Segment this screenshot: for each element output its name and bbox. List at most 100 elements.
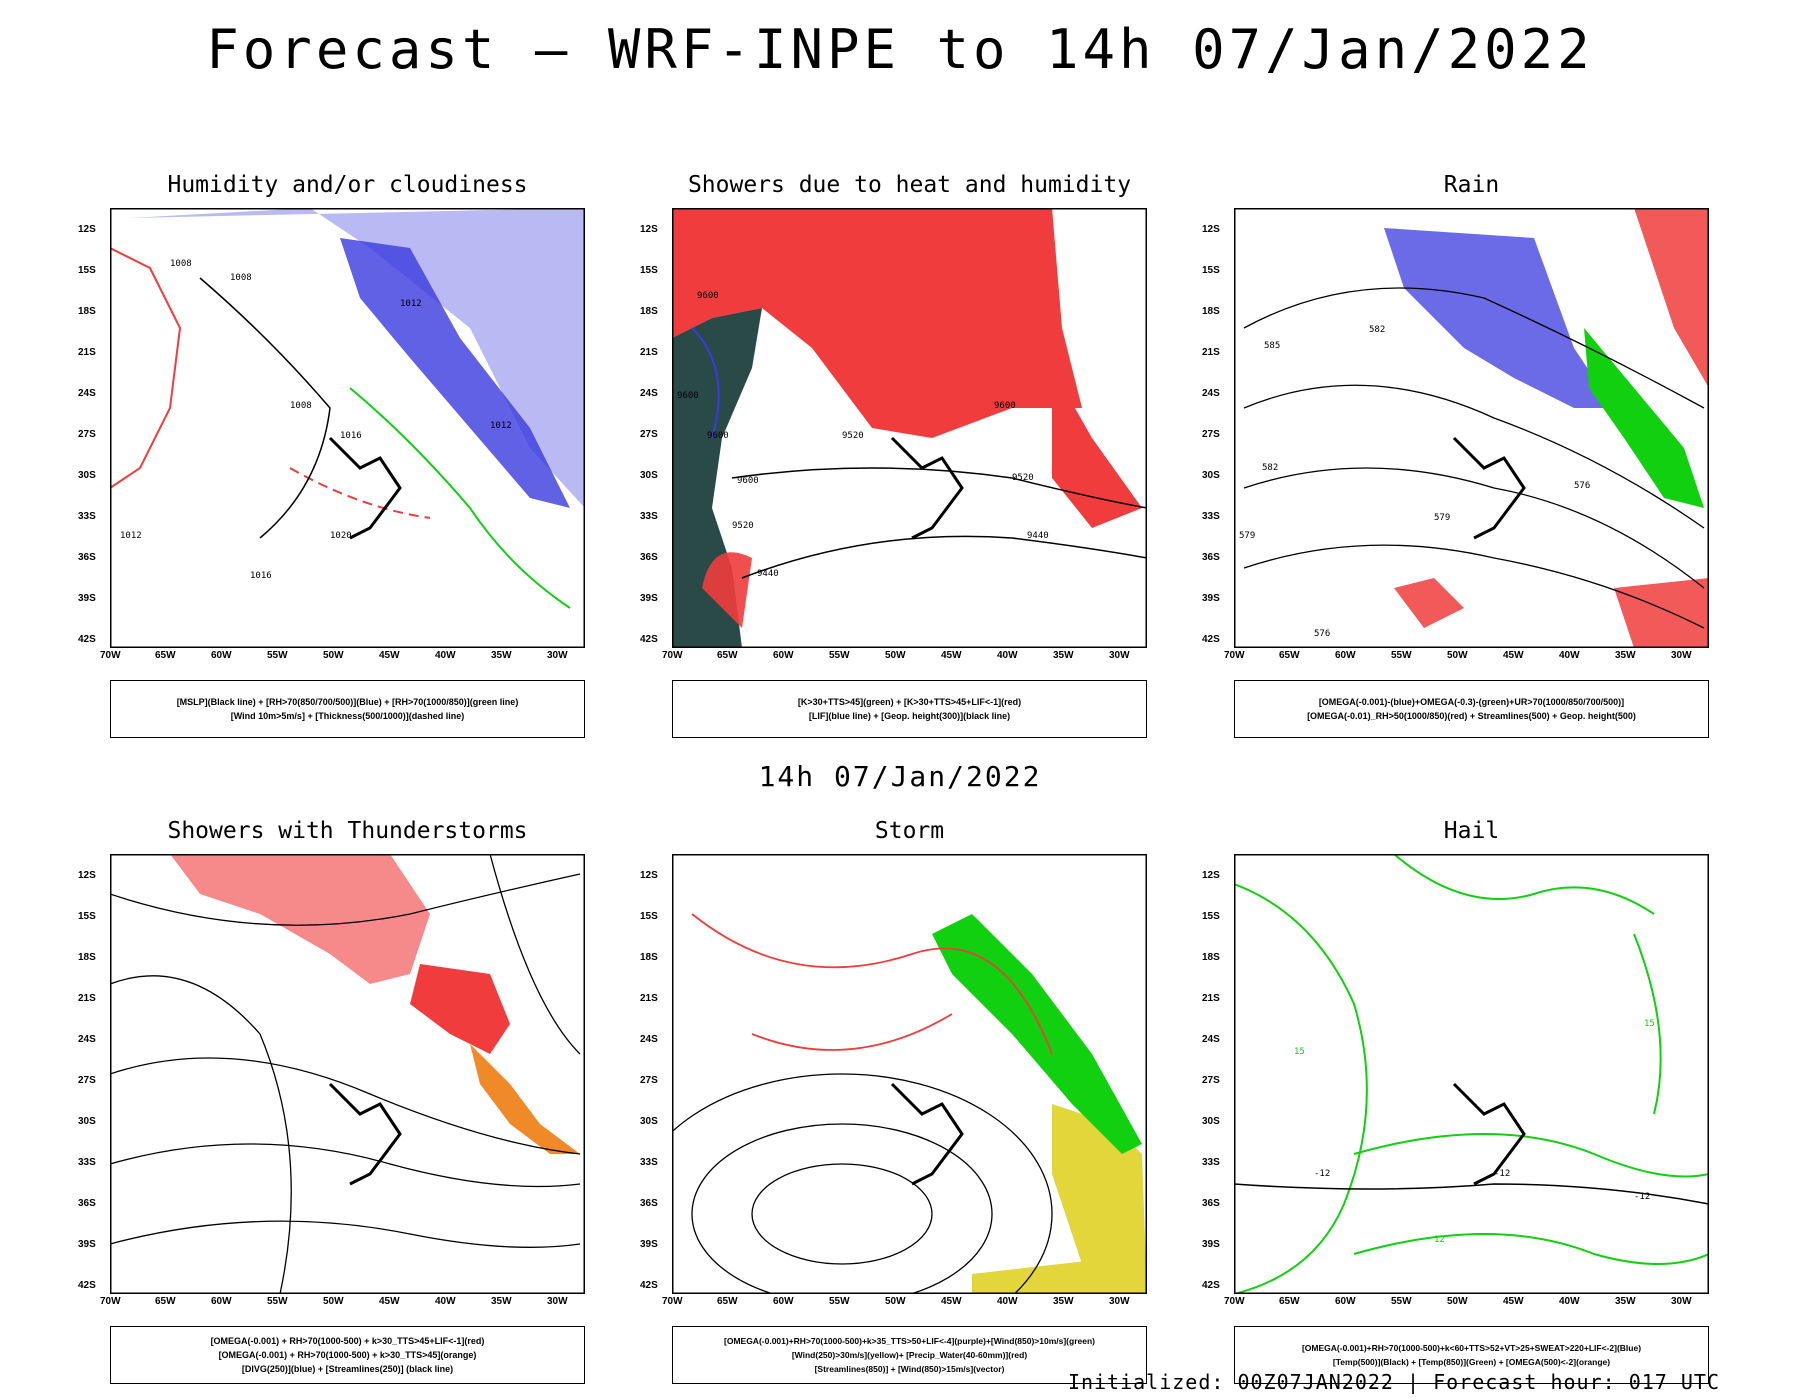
lon-label: 45W [1503, 650, 1524, 661]
mid-title: 14h 07/Jan/2022 [758, 760, 1042, 793]
lon-label: 40W [997, 650, 1018, 661]
legend-box: [OMEGA(-0.001)+RH>70(1000-500)+k>35_TTS>… [672, 1326, 1147, 1384]
streamline [1243, 544, 1705, 629]
lat-label: 30S [1202, 1116, 1220, 1127]
lat-label: 36S [1202, 552, 1220, 563]
map-frame [1234, 208, 1709, 648]
contour-label: 582 [1369, 325, 1385, 335]
lon-label: 65W [155, 650, 176, 661]
lat-label: 21S [1202, 993, 1220, 1004]
panel-title: Showers due to heat and humidity [687, 172, 1132, 198]
lat-label: 42S [78, 634, 96, 645]
coastline [328, 1082, 402, 1186]
panel-title: Storm [874, 818, 945, 844]
legend-line: [OMEGA(-0.001) + RH>70(1000-500) + k>30_… [218, 1350, 477, 1360]
lat-label: 42S [1202, 634, 1220, 645]
contour-label: 1016 [340, 431, 362, 441]
main-title: Forecast — WRF-INPE to 14h 07/Jan/2022 [206, 18, 1594, 81]
contour-label: 9600 [994, 401, 1016, 411]
lon-label: 60W [211, 1296, 232, 1307]
map-area: 9600 9600 9600 9600 9520 9520 9520 9440 … [640, 208, 1147, 661]
lon-label: 70W [662, 650, 683, 661]
lat-label: 30S [640, 1116, 658, 1127]
lon-label: 55W [267, 650, 288, 661]
lon-label: 60W [211, 650, 232, 661]
lat-label: 42S [640, 634, 658, 645]
rain-map: 582 585 582 579 576 579 576 [1234, 208, 1709, 648]
contour-label: 12 [1434, 1235, 1445, 1245]
teal-area [672, 308, 762, 648]
lat-label: 12S [78, 870, 96, 881]
map-frame [672, 208, 1147, 648]
contour-label: 9440 [757, 569, 779, 579]
coastline [890, 1082, 964, 1186]
streamline [110, 975, 292, 1294]
lon-label: 60W [1335, 650, 1356, 661]
streamline [110, 1143, 581, 1188]
streamline [110, 873, 581, 926]
map-frame [1234, 854, 1709, 1294]
mslp-contour [199, 277, 331, 539]
legend-line: [Wind(250)>30m/s](yellow)+ [Precip_Water… [791, 1350, 1028, 1360]
showers-heat-map: 9600 9600 9600 9600 9520 9520 9520 9440 … [672, 208, 1147, 648]
green-area [932, 914, 1142, 1154]
contour-label: 1008 [170, 259, 192, 269]
lat-label: 12S [640, 224, 658, 235]
lon-label: 65W [1279, 650, 1300, 661]
lat-label: 21S [78, 347, 96, 358]
temp500-contour [1234, 1183, 1709, 1205]
red-contour [110, 247, 182, 489]
contour-label: 9440 [1027, 531, 1049, 541]
lat-label: 27S [640, 429, 658, 440]
contour-label: 1016 [250, 571, 272, 581]
geop-contour [741, 535, 1147, 579]
temp850-contour [1633, 933, 1662, 1115]
lat-label: 27S [1202, 1075, 1220, 1086]
legend-line: [Wind 10m>5m/s] + [Thickness(500/1000)](… [230, 711, 465, 721]
legend-line: [OMEGA(-0.01)_RH>50(1000/850)(red) + Str… [1307, 711, 1636, 721]
lat-label: 24S [78, 388, 96, 399]
lon-label: 55W [829, 1296, 850, 1307]
footer-initialized: Initialized: 00Z07JAN2022 | Forecast hou… [1067, 1370, 1720, 1394]
streamline [751, 1163, 933, 1265]
lat-label: 36S [78, 552, 96, 563]
green-contour [349, 387, 571, 609]
contour-label: -12 [1314, 1169, 1330, 1179]
streamline [1243, 384, 1705, 529]
red-area [1394, 578, 1464, 628]
lat-label: 18S [640, 952, 658, 963]
lat-label: 27S [640, 1075, 658, 1086]
lon-label: 50W [323, 650, 344, 661]
lat-label: 24S [640, 1034, 658, 1045]
legend-line: [LIF](blue line) + [Geop. height(300)](b… [808, 711, 1011, 721]
lon-label: 55W [1391, 650, 1412, 661]
contour-label: 9520 [1012, 473, 1034, 483]
lat-label: 39S [640, 593, 658, 604]
streamline [110, 1057, 581, 1155]
legend-line: [OMEGA(-0.001) + RH>70(1000-500) + k>30_… [210, 1336, 485, 1346]
lon-label: 30W [1671, 1296, 1692, 1307]
lon-label: 50W [323, 1296, 344, 1307]
lat-label: 15S [1202, 911, 1220, 922]
lon-label: 45W [379, 650, 400, 661]
humidity-map: 1008 1008 1012 1016 1020 1012 1008 1016 … [110, 208, 585, 648]
contour-label: 1012 [400, 299, 422, 309]
lon-label: 35W [1615, 1296, 1636, 1307]
lon-label: 40W [1559, 1296, 1580, 1307]
legend-line: [DIVG(250)](blue) + [Streamlines(250)] (… [241, 1364, 454, 1374]
map-area: 12S 15S 18S 21S 24S 27S 30S 33S 36S 39S … [78, 854, 585, 1307]
lat-label: 24S [1202, 1034, 1220, 1045]
contour-label: 15 [1294, 1047, 1305, 1057]
lon-label: 45W [379, 1296, 400, 1307]
geop-contour [731, 467, 1147, 509]
legend-box: [MSLP](Black line) + [RH>70(850/700/500)… [110, 680, 585, 738]
contour-label: 9600 [707, 431, 729, 441]
lat-label: 15S [640, 265, 658, 276]
lon-label: 45W [1503, 1296, 1524, 1307]
lat-label: 12S [1202, 224, 1220, 235]
contour-label: 9600 [697, 291, 719, 301]
red-area [410, 964, 510, 1054]
storm-map [672, 854, 1147, 1294]
lat-label: 21S [1202, 347, 1220, 358]
panel-title: Hail [1443, 818, 1500, 844]
